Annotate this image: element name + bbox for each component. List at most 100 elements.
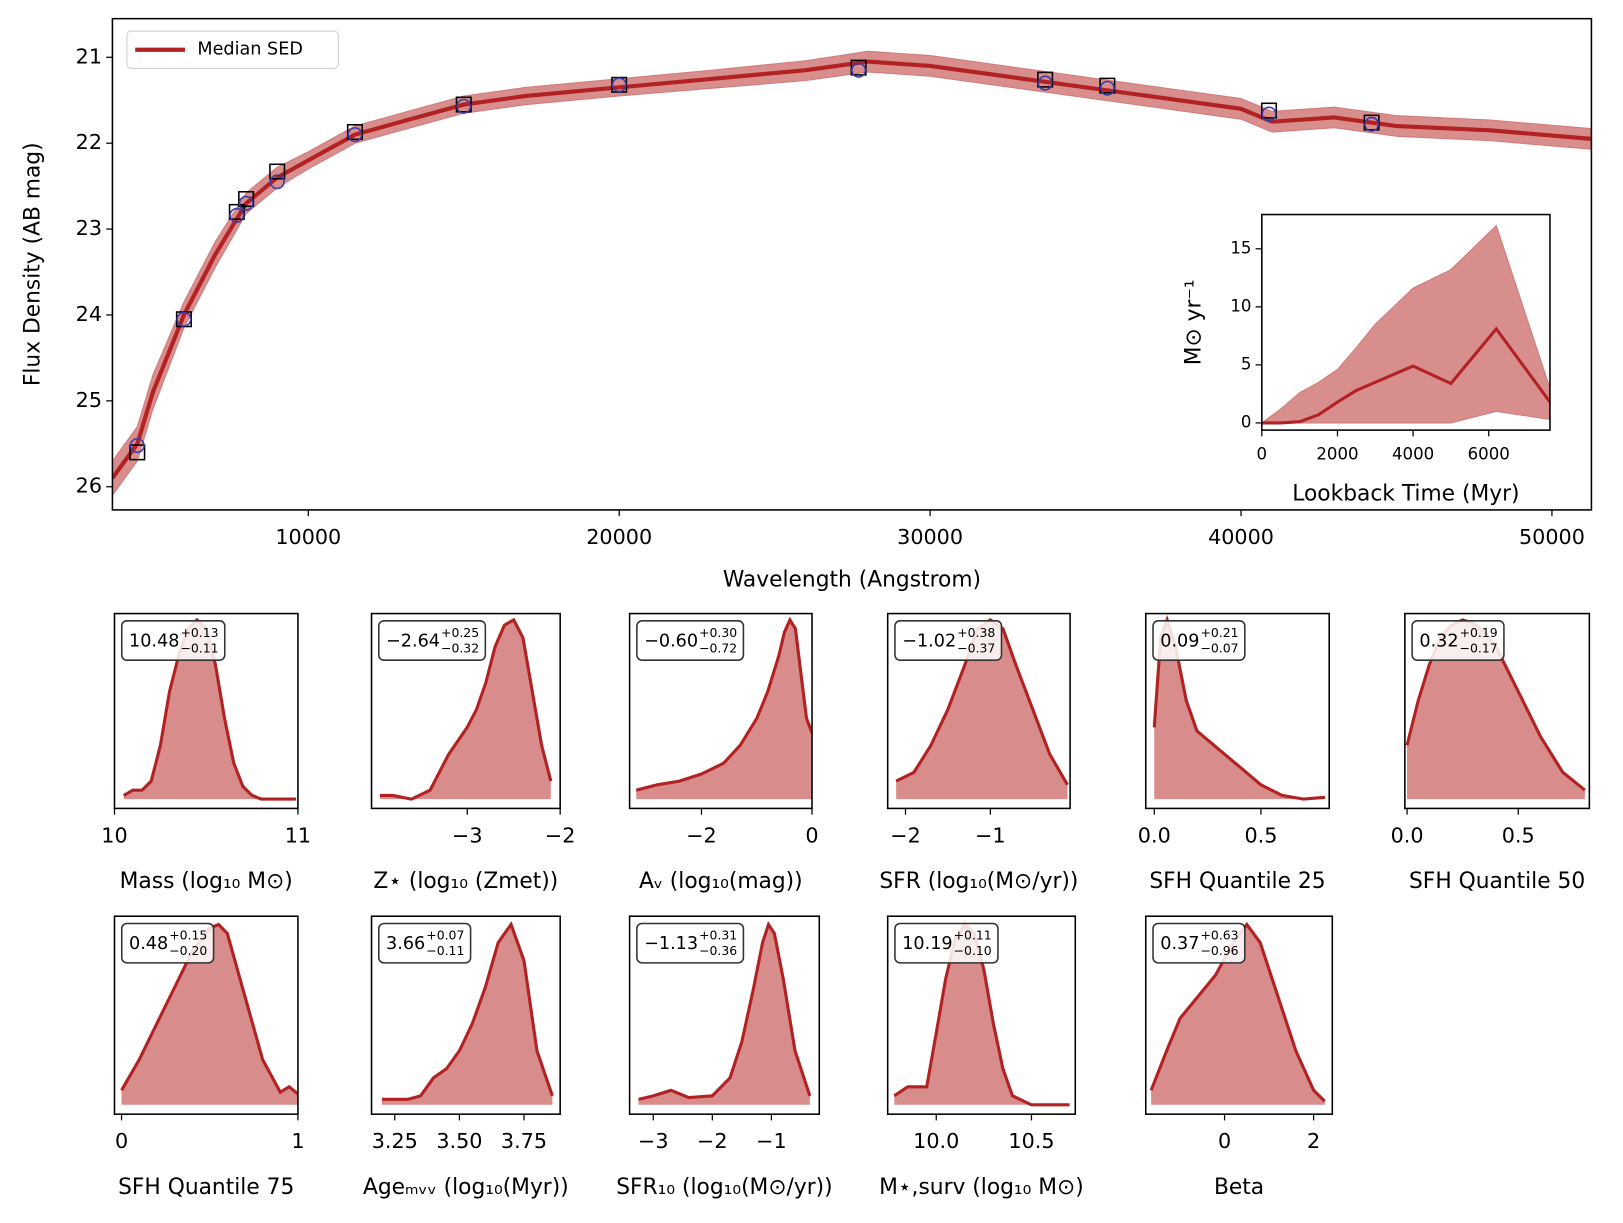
- y-tick-label: 24: [76, 302, 102, 326]
- axes-frame: [370, 915, 561, 1115]
- x-tick-label: 0.5: [1244, 823, 1277, 847]
- observed-flux: [238, 190, 255, 208]
- annotation: 10.19 +0.11−0.10: [894, 922, 999, 964]
- x-axis-label: SFH Quantile 50: [1409, 869, 1585, 894]
- observed-flux: [850, 59, 867, 76]
- x-tick-label: 2000: [1316, 444, 1358, 463]
- axes-frame: [113, 915, 299, 1115]
- x-tick-label: 10.0: [913, 1129, 959, 1153]
- annotation: 0.09 +0.21−0.07: [1152, 620, 1246, 661]
- annotation-upper: +0.21: [1201, 625, 1239, 640]
- x-tick-label: −3: [452, 823, 483, 847]
- x-tick-label: 0: [1218, 1129, 1231, 1153]
- annotation: 0.32 +0.19−0.17: [1411, 620, 1505, 661]
- annotation-median: 0.37: [1160, 934, 1199, 954]
- x-axis-label: Aᵥ (log₁₀(mag)): [639, 869, 803, 894]
- annotation-upper: +0.19: [1460, 625, 1498, 640]
- axes-frame: [111, 17, 1593, 511]
- x-tick-label: 6000: [1468, 444, 1510, 463]
- annotation-upper: +0.11: [954, 927, 992, 942]
- x-axis-label: SFR (log₁₀(M⊙/yr)): [879, 869, 1078, 894]
- plot-area: [379, 617, 553, 801]
- axes-frame: [1404, 612, 1591, 810]
- y-tick-label: 22: [76, 130, 102, 154]
- axes-frame: [628, 612, 813, 810]
- annotation-upper: +0.30: [699, 625, 737, 640]
- model-flux: [1099, 80, 1115, 96]
- model-flux: [129, 437, 145, 454]
- x-tick-label: 3.75: [501, 1129, 547, 1153]
- posterior-fill: [381, 924, 553, 1105]
- model-flux: [347, 127, 363, 143]
- annotation-upper: +0.13: [180, 625, 218, 640]
- observed-flux: [1037, 71, 1054, 88]
- annotation-lower: −0.07: [1201, 640, 1239, 655]
- median-line: [1261, 326, 1550, 425]
- x-tick-label: 40000: [1208, 525, 1274, 549]
- posterior-curve: [120, 922, 298, 1096]
- annotation-box: [636, 922, 745, 964]
- posterior-fill: [896, 619, 1068, 800]
- annotation-median: −0.60: [644, 632, 698, 652]
- panel: 3.25 3.50 3.75 Ageₘᵥᵥ (log₁₀(Myr)) 3.66 +0.07…: [363, 915, 569, 1200]
- axes-frame: [886, 612, 1071, 810]
- model-flux: [1037, 75, 1053, 91]
- x-tick-label: 2: [1307, 1129, 1320, 1153]
- model-flux: [611, 77, 627, 93]
- observed-flux: [1099, 77, 1116, 94]
- annotation-box: [378, 620, 487, 661]
- annotation-lower: −0.96: [1201, 943, 1239, 958]
- annotation-median: 10.48: [129, 632, 179, 652]
- x-tick-label: 4000: [1392, 444, 1434, 463]
- posterior-curve: [635, 616, 813, 792]
- annotation-lower: −0.20: [169, 943, 207, 958]
- x-tick-label: 1: [291, 1129, 304, 1153]
- x-axis-label: Lookback Time (Myr): [1292, 481, 1519, 506]
- observed-flux: [269, 163, 286, 180]
- x-tick-label: 50000: [1519, 525, 1585, 549]
- y-tick-label: 0: [1241, 412, 1252, 431]
- panel: −2 0Aᵥ (log₁₀(mag)) −0.60 +0.30−0.72: [628, 612, 819, 894]
- x-tick-label: 10: [101, 823, 127, 847]
- observed-flux: [1260, 102, 1278, 119]
- model-flux: [238, 195, 254, 211]
- annotation-box: [894, 620, 1003, 661]
- annotation-upper: +0.63: [1201, 927, 1239, 942]
- axes-frame: [1144, 915, 1334, 1115]
- x-axis-label: Mass (log₁₀ M⊙): [120, 869, 293, 894]
- legend-frame: [126, 30, 339, 69]
- panel: 0 2 Beta 0.37 +0.63−0.96: [1144, 915, 1334, 1200]
- x-axis-label: SFR₁₀ (log₁₀(M⊙/yr)): [616, 1175, 832, 1200]
- panel: 0 2000 4000 6000 0 5 10 15 Lookback Time (Myr) M⊙…: [1181, 213, 1551, 506]
- annotation-box: [1152, 922, 1246, 964]
- panel: 0 1 SFH Quantile 75 0.48 +0.15−0.20: [113, 915, 305, 1200]
- x-tick-label: −2: [890, 823, 921, 847]
- annotation-box: [378, 922, 472, 964]
- x-tick-label: 20000: [586, 525, 652, 549]
- annotation-upper: +0.31: [699, 927, 737, 942]
- annotation-box: [120, 620, 226, 661]
- x-tick-label: 0.5: [1502, 823, 1535, 847]
- annotation: 3.66 +0.07−0.11: [378, 922, 472, 964]
- posterior-fill: [636, 619, 813, 800]
- x-axis-label: Z⋆ (log₁₀ (Zmet)): [373, 869, 558, 894]
- observed-flux: [129, 444, 146, 461]
- y-axis-label: Flux Density (AB mag): [21, 142, 46, 386]
- annotation: −2.64 +0.25−0.32: [378, 620, 487, 661]
- annotation-lower: −0.72: [699, 640, 737, 655]
- annotation: 10.48 +0.13−0.11: [120, 620, 226, 661]
- posterior-fill: [379, 619, 551, 800]
- y-tick-label: 5: [1241, 354, 1252, 373]
- model-flux: [1364, 116, 1380, 132]
- x-tick-label: 0: [115, 1129, 128, 1153]
- axes-frame: [1261, 213, 1551, 431]
- x-axis-label: Wavelength (Angstrom): [723, 567, 981, 592]
- y-tick-label: 23: [76, 216, 102, 240]
- annotation-median: 3.66: [386, 934, 425, 954]
- y-tick-label: 21: [76, 44, 102, 68]
- panel: 10.0 10.5 M⋆,surv (log₁₀ M⊙) 10.19 +0.11−0.1…: [879, 915, 1084, 1200]
- x-axis-label: Ageₘᵥᵥ (log₁₀(Myr)): [363, 1175, 569, 1200]
- annotation-median: 0.32: [1419, 632, 1458, 652]
- panel: 0.0 0.5 SFH Quantile 25 0.09 +0.21−0.07: [1138, 612, 1330, 894]
- model-flux: [1261, 106, 1277, 122]
